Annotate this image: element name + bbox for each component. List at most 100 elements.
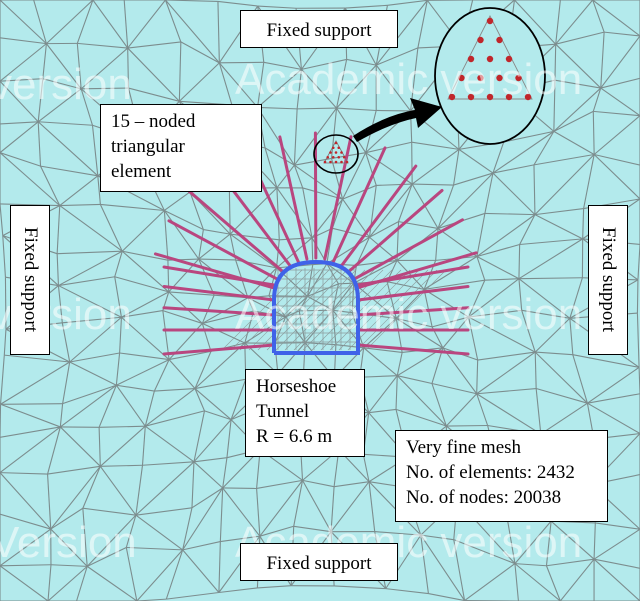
mesh-edge: [346, 58, 377, 66]
mesh-edge: [293, 165, 304, 189]
mesh-edge: [535, 388, 542, 435]
element-node: [458, 74, 465, 82]
mesh-edge: [0, 528, 52, 567]
mesh-edge: [476, 360, 479, 394]
mesh-edge: [492, 164, 535, 174]
mesh-edge: [362, 454, 370, 482]
mesh-edge: [559, 558, 595, 601]
element-node: [505, 93, 513, 101]
mesh-edge: [221, 269, 303, 351]
mesh-edge: [123, 0, 129, 49]
tunnel-label-line: R = 6.6 m: [256, 426, 333, 447]
mesh-edge: [518, 278, 571, 319]
mesh-edge: [193, 461, 224, 489]
element-type-line: triangular: [111, 136, 185, 157]
mesh-edge: [468, 278, 520, 318]
mesh-edge: [363, 347, 398, 377]
element-node: [334, 151, 338, 154]
mesh-edge: [423, 289, 433, 328]
mesh-edge: [135, 514, 184, 551]
mesh-edge: [198, 229, 204, 260]
mesh-edge: [355, 237, 370, 266]
mesh-edge: [222, 457, 228, 489]
element-node: [326, 155, 330, 159]
mesh-edge: [518, 278, 523, 311]
rockbolt: [278, 135, 309, 261]
mesh-edge: [553, 80, 556, 132]
mesh-edge: [61, 322, 71, 363]
fixed-support-right-label: Fixed support: [588, 205, 628, 355]
mesh-edge: [411, 148, 460, 185]
mesh-edge: [92, 0, 129, 49]
mesh-edge: [69, 352, 120, 363]
mesh-edge: [375, 0, 428, 66]
mesh-edge: [331, 152, 366, 159]
mesh-edge: [58, 276, 115, 287]
mesh-edge: [127, 0, 166, 49]
mesh-edge: [0, 37, 47, 45]
mesh-edge: [239, 269, 321, 351]
mesh-edge: [604, 31, 640, 37]
mesh-edge: [268, 267, 278, 296]
mesh-edge: [153, 359, 170, 392]
mesh-edge: [453, 149, 460, 186]
mesh-edge: [0, 472, 48, 475]
mesh-edge: [453, 539, 466, 601]
mesh-edge: [375, 64, 412, 112]
mesh-edge: [476, 393, 542, 435]
element-node: [323, 160, 327, 164]
element-node: [524, 93, 532, 101]
mesh-edge: [201, 323, 212, 352]
rockbolt: [356, 265, 470, 287]
mesh-edge: [114, 276, 122, 318]
mesh-edge: [572, 354, 640, 368]
mesh-edge: [165, 0, 218, 3]
mesh-edge: [0, 121, 39, 125]
mesh-edge: [420, 534, 466, 601]
mesh-edge: [189, 191, 204, 230]
mesh-edge: [293, 525, 332, 533]
rockbolt: [331, 146, 387, 264]
mesh-edge: [518, 244, 521, 279]
mesh-edge: [546, 558, 595, 567]
mesh-edge: [37, 78, 44, 122]
mesh-edge: [521, 309, 570, 319]
mesh-edge: [218, 62, 233, 106]
mesh-edge: [276, 187, 313, 239]
mesh-edge: [302, 187, 313, 238]
mesh-edge: [82, 466, 101, 509]
mesh-edge: [534, 317, 571, 353]
mesh-edge: [257, 68, 302, 108]
mesh-edge: [121, 316, 170, 360]
mesh-edge: [297, 107, 337, 110]
mesh-edge: [519, 214, 536, 245]
mesh-edge: [365, 141, 412, 154]
mesh-edge: [77, 42, 128, 49]
mesh-info-label: Very fine mesh No. of elements: 2432 No.…: [395, 430, 608, 522]
mesh-edge: [593, 110, 640, 117]
mesh-edge: [168, 350, 212, 361]
mesh-edge: [98, 427, 101, 467]
mesh-edge: [42, 43, 47, 79]
rockbolt: [323, 135, 353, 261]
mesh-edge: [396, 317, 433, 328]
mesh-edge: [336, 64, 377, 109]
mesh-edge: [595, 522, 640, 530]
mesh-edge: [0, 355, 5, 405]
mesh-edge: [0, 203, 4, 236]
mesh-edge: [593, 115, 640, 155]
mesh-edge: [0, 152, 61, 207]
mesh-edge: [193, 419, 232, 463]
mesh-edge: [336, 107, 377, 112]
mesh-edge: [492, 141, 505, 174]
mesh-edge: [365, 269, 447, 351]
mesh-edge: [198, 258, 215, 296]
mesh-edge: [395, 408, 447, 427]
mesh-edge: [230, 379, 247, 420]
mesh-edge: [198, 258, 249, 299]
mesh-edge: [164, 209, 204, 231]
mesh-edge: [285, 316, 306, 344]
mesh-edge: [127, 47, 180, 102]
mesh-edge: [545, 521, 552, 566]
mesh-edge: [144, 425, 195, 463]
